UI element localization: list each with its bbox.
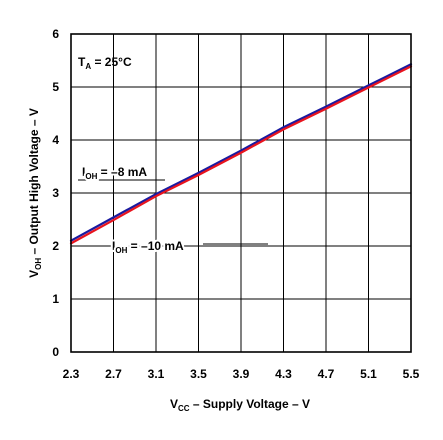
- series-line-2: [69, 65, 413, 245]
- y-tick-label: 5: [52, 80, 59, 94]
- series-line-1: [69, 63, 413, 242]
- x-tick-label: 3.5: [190, 367, 207, 381]
- x-tick-label: 4.3: [275, 367, 292, 381]
- x-tick-label: 5.5: [403, 367, 420, 381]
- series-lines: [69, 63, 413, 245]
- y-axis-label: VOH – Output High Voltage – V: [27, 108, 43, 278]
- y-tick-labels: 0 1 2 3 4 5 6: [52, 27, 59, 359]
- y-tick-label: 3: [52, 186, 59, 200]
- series-label-8ma: IOH = –8 mA: [82, 165, 147, 181]
- x-axis-label: VCC – Supply Voltage – V: [170, 397, 310, 413]
- x-tick-labels: 2.3 2.7 3.1 3.5 3.9 4.3 4.7 5.1 5.5: [63, 367, 420, 381]
- x-tick-label: 2.3: [63, 367, 80, 381]
- y-tick-label: 4: [52, 133, 59, 147]
- plot-frame: [70, 33, 412, 353]
- y-tick-label: 6: [52, 27, 59, 41]
- y-tick-label: 0: [52, 345, 59, 359]
- x-tick-label: 5.1: [360, 367, 377, 381]
- series-label-10ma: IOH = –10 mA: [112, 239, 184, 255]
- x-tick-label: 3.9: [233, 367, 250, 381]
- x-tick-label: 3.1: [148, 367, 165, 381]
- x-tick-label: 2.7: [105, 367, 122, 381]
- y-tick-label: 1: [52, 292, 59, 306]
- x-tick-label: 4.7: [318, 367, 335, 381]
- y-tick-label: 2: [52, 239, 59, 253]
- grid-lines: [70, 33, 412, 353]
- temperature-annotation: TA = 25°C: [78, 55, 132, 71]
